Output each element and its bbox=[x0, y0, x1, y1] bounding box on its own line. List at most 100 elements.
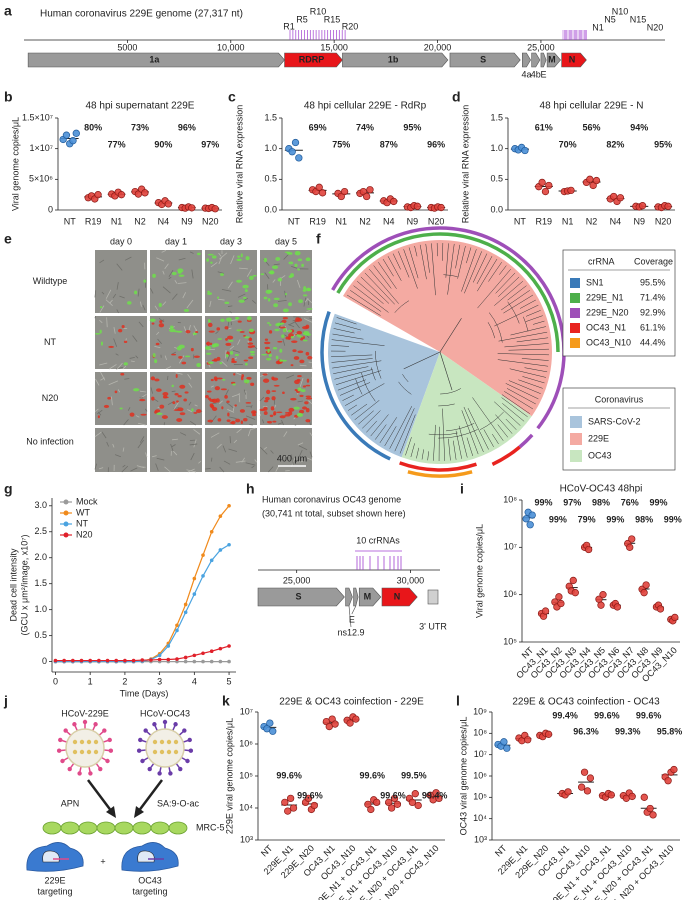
x-tick-label: N9 bbox=[407, 216, 419, 226]
fluorescent-cell bbox=[273, 412, 276, 416]
fluorescent-cell bbox=[250, 382, 255, 387]
y-tick-label: 3.0 bbox=[34, 500, 47, 510]
cell-texture bbox=[270, 450, 274, 454]
x-tick-label: 1 bbox=[88, 676, 93, 686]
virus-detail bbox=[93, 749, 99, 755]
fluorescent-cell bbox=[272, 420, 277, 423]
fluorescent-cell bbox=[228, 339, 234, 342]
data-dot bbox=[289, 804, 298, 812]
legend-coverage: 95.5% bbox=[640, 277, 666, 287]
x-tick-label: R19 bbox=[309, 216, 326, 226]
cell-texture bbox=[309, 432, 313, 437]
tree-branch bbox=[501, 394, 530, 414]
data-dot bbox=[393, 800, 402, 809]
fluorescent-cell bbox=[305, 419, 311, 423]
tree-branch bbox=[369, 268, 399, 304]
tree-branch bbox=[394, 300, 410, 313]
fluorescent-cell bbox=[220, 318, 225, 322]
fluorescent-cell bbox=[103, 404, 110, 409]
fluorescent-cell bbox=[302, 326, 309, 330]
crRNA-label: R15 bbox=[324, 14, 341, 24]
legend-label: OC43_N1 bbox=[586, 322, 626, 332]
panel-letter: j bbox=[3, 693, 8, 709]
data-dot bbox=[567, 186, 575, 195]
cell-texture bbox=[238, 293, 246, 298]
legend-coverage: 92.9% bbox=[640, 307, 666, 317]
data-dot bbox=[211, 205, 219, 213]
cell-texture bbox=[210, 432, 220, 438]
gene-label: 4a bbox=[521, 69, 531, 79]
fluorescent-cell bbox=[211, 255, 217, 259]
tree-branch bbox=[501, 290, 530, 311]
gene-arrow bbox=[522, 52, 531, 68]
cell bbox=[114, 821, 134, 835]
cell-texture bbox=[215, 330, 219, 335]
data-dot bbox=[62, 131, 71, 139]
fluorescent-cell bbox=[265, 289, 272, 294]
series-point bbox=[227, 644, 231, 648]
cell-texture bbox=[154, 305, 159, 311]
micrograph-cell bbox=[95, 372, 147, 425]
series-point bbox=[227, 542, 231, 547]
tree-branch bbox=[497, 353, 549, 356]
cell-texture bbox=[304, 297, 309, 303]
tree-branch bbox=[508, 380, 541, 394]
fluorescent-cell bbox=[133, 388, 140, 392]
fluorescent-cell bbox=[184, 355, 191, 358]
legend-header: Coverage bbox=[634, 256, 673, 266]
cell-texture bbox=[113, 327, 116, 334]
panel-letter: e bbox=[4, 231, 12, 247]
chart-title: 229E & OC43 coinfection - 229E bbox=[279, 697, 424, 708]
cell-texture bbox=[309, 317, 313, 320]
data-dot bbox=[117, 191, 126, 199]
cell-texture bbox=[123, 419, 129, 426]
cell-texture bbox=[168, 269, 174, 278]
gene-arrow bbox=[561, 52, 587, 68]
receptor-label: SA:9-O-ac bbox=[157, 798, 200, 808]
data-dot bbox=[500, 738, 508, 746]
fluorescent-cell bbox=[270, 406, 275, 411]
fluorescent-cell bbox=[161, 415, 168, 420]
data-dot bbox=[295, 154, 303, 162]
tree-branch bbox=[373, 265, 392, 289]
data-dot bbox=[564, 788, 572, 796]
tree-branch bbox=[522, 376, 545, 384]
data-dot bbox=[642, 581, 650, 589]
fluorescent-cell bbox=[181, 361, 187, 365]
cell-texture bbox=[294, 321, 300, 329]
virus-detail bbox=[152, 739, 158, 745]
tree-branch bbox=[332, 360, 382, 369]
reduction-label: 56% bbox=[582, 122, 600, 132]
series-point bbox=[175, 659, 179, 664]
cell-texture bbox=[106, 317, 108, 328]
clade-sector bbox=[328, 313, 440, 458]
legend-coverage: 44.4% bbox=[640, 337, 666, 347]
cell-texture bbox=[95, 378, 100, 386]
cell-texture bbox=[274, 404, 277, 409]
cell-texture bbox=[262, 405, 268, 408]
fluorescent-cell bbox=[216, 377, 223, 380]
reduction-label: 99% bbox=[606, 514, 624, 524]
arrow bbox=[137, 779, 163, 813]
fluorescent-cell bbox=[190, 347, 194, 352]
data-dot bbox=[584, 545, 593, 554]
tree-branch bbox=[494, 304, 539, 327]
cell bbox=[42, 821, 62, 835]
cell-texture bbox=[297, 442, 304, 446]
fluorescent-cell bbox=[213, 376, 218, 381]
row-label: N20 bbox=[42, 393, 59, 403]
virus-spike-head bbox=[93, 722, 98, 727]
tree-branch bbox=[498, 276, 520, 297]
fluorescent-cell bbox=[164, 396, 169, 399]
gene-arrow bbox=[381, 587, 418, 607]
coverage-arc bbox=[336, 232, 560, 353]
tree-branch bbox=[335, 370, 382, 386]
tree-branch bbox=[331, 354, 373, 358]
cell bbox=[60, 821, 80, 835]
tree-branch bbox=[461, 410, 479, 455]
y-tick-label: 10⁷ bbox=[240, 706, 253, 716]
legend-marker bbox=[63, 532, 69, 538]
column-label: day 0 bbox=[110, 236, 132, 246]
cell-texture bbox=[112, 293, 117, 299]
fluorescent-cell bbox=[154, 410, 158, 414]
